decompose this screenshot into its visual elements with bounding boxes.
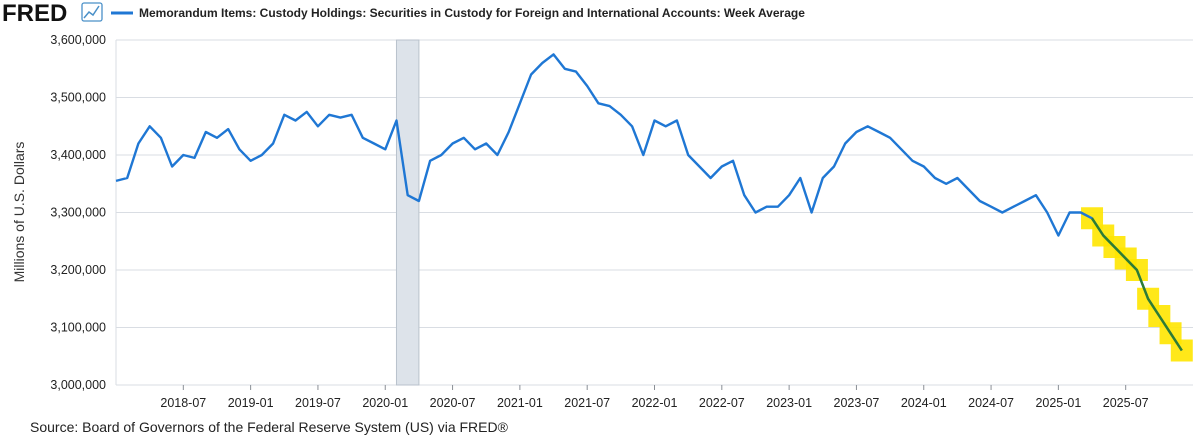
x-tick-label: 2020-01	[362, 396, 408, 410]
grid	[115, 39, 1193, 386]
y-tick-label: 3,000,000	[50, 378, 106, 392]
x-tick-label: 2024-07	[968, 396, 1014, 410]
highlight-markers	[1081, 207, 1193, 362]
x-tick-label: 2019-07	[295, 396, 341, 410]
x-tick-label: 2024-01	[901, 396, 947, 410]
legend: Memorandum Items: Custody Holdings: Secu…	[111, 6, 805, 20]
x-tick-label: 2025-01	[1035, 396, 1081, 410]
fred-logo[interactable]: FRED	[2, 0, 103, 27]
x-tick-label: 2023-07	[834, 396, 880, 410]
x-tick-label: 2021-01	[497, 396, 543, 410]
y-tick-label: 3,400,000	[50, 148, 106, 162]
legend-label: Memorandum Items: Custody Holdings: Secu…	[139, 6, 805, 20]
x-axis-ticks: 2018-07 2019-01 2019-07 2020-01 2020-07 2021-…	[160, 385, 1149, 410]
y-tick-label: 3,100,000	[50, 321, 106, 335]
series-layer	[115, 53, 1183, 352]
x-tick-label: 2025-07	[1103, 396, 1149, 410]
y-tick-label: 3,500,000	[50, 91, 106, 105]
series-line	[115, 53, 1183, 352]
x-tick-label: 2022-07	[699, 396, 745, 410]
fred-logo-text: FRED	[2, 0, 67, 27]
y-axis-ticks: 3,000,000 3,100,000 3,200,000 3,300,000 3,40…	[50, 33, 106, 392]
x-tick-label: 2020-07	[430, 396, 476, 410]
x-tick-label: 2021-07	[564, 396, 610, 410]
recession-shading	[395, 39, 420, 386]
y-tick-label: 3,600,000	[50, 33, 106, 47]
line-chart-icon	[81, 2, 103, 22]
highlight-line	[1090, 217, 1183, 352]
y-tick-label: 3,300,000	[50, 206, 106, 220]
recession-band	[395, 39, 420, 386]
y-tick-label: 3,200,000	[50, 263, 106, 277]
x-tick-label: 2018-07	[160, 396, 206, 410]
y-axis-title: Millions of U.S. Dollars	[11, 142, 27, 283]
x-tick-label: 2022-01	[632, 396, 678, 410]
source-note: Source: Board of Governors of the Federa…	[30, 419, 509, 435]
x-tick-label: 2019-01	[228, 396, 274, 410]
x-tick-label: 2023-01	[766, 396, 812, 410]
